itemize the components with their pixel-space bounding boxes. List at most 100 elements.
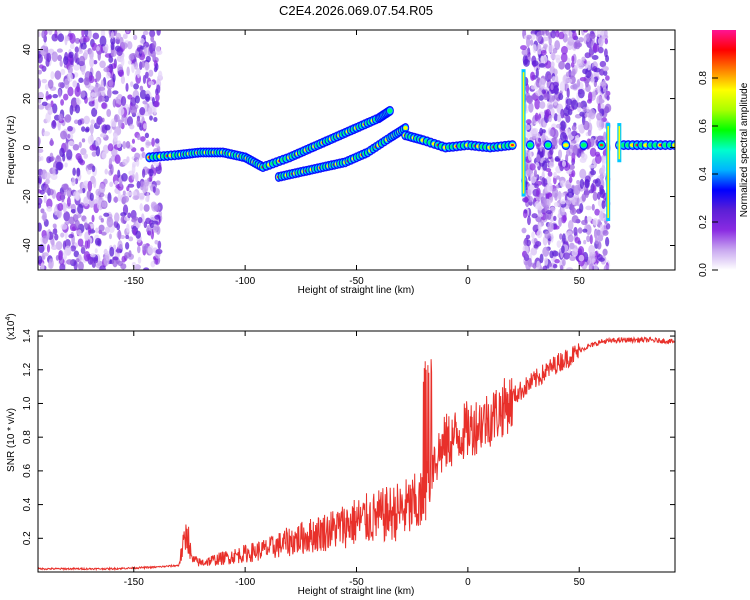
noise-speckle bbox=[51, 51, 58, 62]
noise-speckle bbox=[67, 86, 74, 97]
colorbar-tick-label: 0.6 bbox=[698, 119, 709, 133]
noise-speckle bbox=[531, 213, 538, 219]
noise-speckle bbox=[605, 236, 610, 247]
noise-speckle bbox=[594, 229, 601, 240]
noise-speckle bbox=[38, 189, 42, 194]
noise-speckle bbox=[67, 72, 73, 83]
noise-speckle bbox=[120, 75, 126, 85]
noise-speckle bbox=[99, 265, 106, 270]
noise-speckle bbox=[149, 222, 154, 229]
snr-x-tick-label: 0 bbox=[465, 577, 471, 588]
noise-speckle bbox=[101, 201, 107, 208]
noise-speckle bbox=[563, 252, 570, 260]
noise-speckle bbox=[595, 153, 602, 164]
noise-speckle bbox=[139, 38, 145, 45]
noise-speckle bbox=[125, 234, 130, 240]
noise-speckle bbox=[582, 228, 588, 233]
noise-speckle bbox=[539, 253, 544, 264]
noise-speckle bbox=[106, 216, 114, 228]
noise-speckle bbox=[547, 221, 554, 233]
noise-speckle bbox=[523, 209, 528, 214]
noise-speckle bbox=[584, 52, 591, 59]
noise-speckle bbox=[152, 50, 156, 61]
noise-speckle bbox=[142, 100, 148, 105]
noise-speckle bbox=[76, 229, 82, 236]
spectrogram-y-ticks: -40 -20 0 20 40 bbox=[22, 44, 675, 253]
noise-speckle bbox=[551, 188, 559, 198]
noise-speckle bbox=[157, 240, 162, 250]
noise-speckle bbox=[52, 223, 57, 229]
noise-speckle bbox=[554, 259, 560, 264]
noise-speckle bbox=[578, 63, 584, 70]
noise-speckle bbox=[538, 30, 545, 36]
noise-speckle bbox=[63, 249, 68, 261]
noise-speckle bbox=[78, 158, 84, 164]
noise-speckle bbox=[568, 176, 573, 183]
noise-speckle bbox=[148, 168, 154, 177]
noise-speckle bbox=[562, 214, 567, 222]
noise-speckle bbox=[601, 165, 606, 174]
noise-speckle bbox=[52, 93, 59, 99]
noise-speckle bbox=[537, 213, 544, 218]
spectrogram-heat-layer bbox=[38, 30, 675, 270]
noise-speckle bbox=[577, 227, 583, 234]
noise-speckle bbox=[80, 90, 86, 98]
noise-speckle bbox=[590, 77, 595, 84]
noise-speckle bbox=[571, 248, 578, 257]
noise-speckle bbox=[38, 156, 42, 162]
noise-speckle bbox=[89, 56, 95, 68]
noise-speckle bbox=[120, 56, 125, 67]
snr-x-tick-label: -100 bbox=[235, 577, 255, 588]
noise-speckle bbox=[147, 107, 153, 115]
noise-speckle bbox=[42, 252, 49, 257]
colorbar-gradient bbox=[712, 30, 736, 270]
spectrogram-x-tick-label: -100 bbox=[235, 276, 255, 287]
noise-speckle bbox=[602, 229, 609, 236]
noise-speckle bbox=[128, 250, 132, 258]
noise-speckle bbox=[546, 192, 553, 198]
noise-speckle bbox=[104, 124, 111, 131]
noise-speckle bbox=[569, 145, 574, 150]
noise-speckle bbox=[80, 147, 87, 156]
noise-speckle bbox=[91, 151, 97, 157]
noise-speckle bbox=[59, 60, 63, 67]
noise-speckle bbox=[562, 74, 569, 85]
noise-speckle bbox=[556, 240, 562, 248]
noise-speckle bbox=[571, 124, 577, 131]
noise-speckle bbox=[141, 60, 146, 68]
noise-speckle bbox=[67, 65, 73, 75]
noise-speckle bbox=[128, 53, 135, 61]
noise-speckle bbox=[147, 230, 152, 236]
noise-speckle bbox=[113, 132, 118, 142]
noise-speckle bbox=[587, 129, 592, 137]
noise-speckle bbox=[569, 255, 576, 262]
noise-speckle bbox=[572, 144, 578, 156]
colorbar-ticks: 0.0 0.2 0.4 0.6 0.8 bbox=[698, 71, 718, 277]
noise-speckle bbox=[536, 260, 541, 270]
noise-speckle bbox=[592, 191, 598, 202]
noise-speckle bbox=[571, 215, 579, 224]
spectrogram-y-tick-label: 0 bbox=[22, 144, 33, 150]
noise-speckle bbox=[547, 74, 553, 80]
noise-speckle bbox=[543, 43, 548, 48]
noise-speckle bbox=[523, 239, 528, 246]
noise-speckle bbox=[553, 113, 558, 122]
noise-speckle bbox=[112, 73, 116, 83]
noise-speckle bbox=[114, 154, 121, 165]
noise-speckle bbox=[62, 202, 67, 213]
noise-speckle bbox=[38, 78, 41, 89]
noise-speckle bbox=[534, 112, 539, 122]
noise-speckle bbox=[155, 138, 160, 144]
noise-speckle bbox=[597, 198, 603, 207]
noise-speckle bbox=[583, 239, 587, 245]
noise-speckle bbox=[590, 169, 596, 176]
noise-speckle bbox=[544, 204, 550, 212]
noise-speckle bbox=[529, 163, 536, 171]
noise-speckle bbox=[93, 257, 99, 264]
noise-speckle bbox=[571, 55, 575, 63]
noise-speckle bbox=[571, 83, 579, 91]
noise-speckle bbox=[112, 90, 119, 95]
noise-speckle bbox=[115, 248, 123, 253]
noise-speckle bbox=[559, 132, 567, 141]
noise-speckle bbox=[137, 256, 142, 264]
